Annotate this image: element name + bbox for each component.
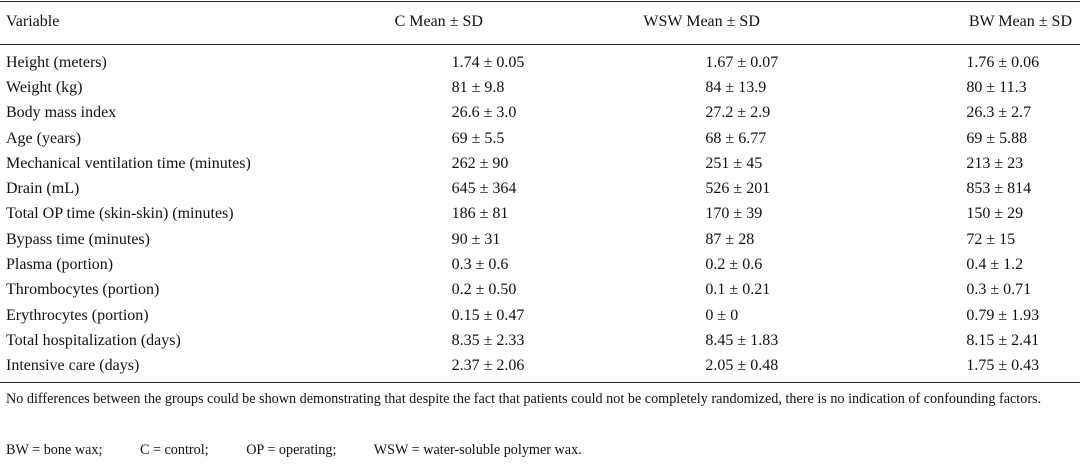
cell-variable: Drain (mL) [6,180,80,198]
abbreviation-list: BW = bone wax; C = control; OP = operati… [6,442,616,459]
cell-wsw: 1.67 ± 0.07 [705,53,779,71]
table-row: Total OP time (skin-skin) (minutes) 186 ±… [0,202,1080,227]
cell-bw: 0.3 ± 0.71 [966,281,1032,299]
table-row: Body mass index 26.6 ± 3.0 27.2 ± 2.9 26.3 … [0,101,1080,126]
table-row: Weight (kg) 81 ± 9.8 84 ± 13.9 80 ± 11.3 [0,75,1080,100]
table-row: Bypass time (minutes) 90 ± 31 87 ± 28 72 ± … [0,227,1080,252]
cell-wsw: 27.2 ± 2.9 [705,104,771,122]
table-row: Erythrocytes (portion) 0.15 ± 0.47 0 ± 0 0.… [0,303,1080,328]
cell-variable: Erythrocytes (portion) [6,306,149,324]
cell-wsw: 84 ± 13.9 [705,78,767,96]
cell-variable: Bypass time (minutes) [6,230,150,248]
cell-wsw: 2.05 ± 0.48 [705,357,779,375]
table-header-rule [0,44,1080,45]
cell-variable: Body mass index [6,104,117,122]
cell-control: 69 ± 5.5 [451,129,505,147]
header-control: C Mean ± SD [394,13,483,30]
cell-wsw: 526 ± 201 [705,180,771,198]
table-row: Drain (mL) 645 ± 364 526 ± 201 853 ± 814 [0,176,1080,201]
cell-control: 645 ± 364 [451,180,517,198]
cell-control: 26.6 ± 3.0 [451,104,517,122]
table-top-rule [0,1,1080,2]
abbreviation-item: OP = operating; [246,442,337,458]
abbreviation-item: BW = bone wax; [6,442,103,458]
table-row: Intensive care (days) 2.37 ± 2.06 2.05 ± 0… [0,354,1080,379]
cell-bw: 150 ± 29 [966,205,1024,223]
cell-variable: Mechanical ventilation time (minutes) [6,154,251,172]
cell-bw: 1.76 ± 0.06 [966,53,1040,71]
cell-variable: Total OP time (skin-skin) (minutes) [6,205,234,223]
table-footnote: No differences between the groups could … [6,391,1042,407]
header-variable: Variable [6,13,60,30]
cell-wsw: 0.1 ± 0.21 [705,281,771,299]
cell-control: 0.3 ± 0.6 [451,256,509,274]
cell-bw: 69 ± 5.88 [966,129,1028,147]
cell-control: 262 ± 90 [451,154,509,172]
cell-control: 8.35 ± 2.33 [451,331,525,349]
table-body: Height (meters) 1.74 ± 0.05 1.67 ± 0.07 1.7… [0,44,1080,379]
cell-control: 0.2 ± 0.50 [451,281,517,299]
cell-wsw: 251 ± 45 [705,154,763,172]
cell-control: 1.74 ± 0.05 [451,53,525,71]
table-bottom-rule [0,382,1080,383]
cell-wsw: 0.2 ± 0.6 [705,256,763,274]
cell-variable: Plasma (portion) [6,256,114,274]
data-table: Variable C Mean ± SD WSW Mean ± SD BW Me… [0,0,1080,379]
cell-control: 0.15 ± 0.47 [451,306,525,324]
cell-wsw: 0 ± 0 [705,306,739,324]
cell-wsw: 8.45 ± 1.83 [705,331,779,349]
table-row: Total hospitalization (days) 8.35 ± 2.33 8… [0,328,1080,353]
abbreviation-item: WSW = water-soluble polymer wax. [373,442,582,458]
cell-control: 90 ± 31 [451,230,501,248]
cell-bw: 1.75 ± 0.43 [966,357,1040,375]
cell-bw: 26.3 ± 2.7 [966,104,1032,122]
cell-variable: Intensive care (days) [6,357,140,375]
cell-bw: 0.4 ± 1.2 [966,256,1024,274]
table-row: Plasma (portion) 0.3 ± 0.6 0.2 ± 0.6 0.4 ± … [0,252,1080,277]
cell-bw: 72 ± 15 [966,230,1016,248]
cell-wsw: 170 ± 39 [705,205,763,223]
cell-bw: 0.79 ± 1.93 [966,306,1040,324]
cell-variable: Weight (kg) [6,78,83,96]
table-header-row: Variable C Mean ± SD WSW Mean ± SD BW Me… [0,0,1080,44]
table-row: Mechanical ventilation time (minutes) 262… [0,151,1080,176]
cell-bw: 853 ± 814 [966,180,1032,198]
table-row: Height (meters) 1.74 ± 0.05 1.67 ± 0.07 1.7… [0,44,1080,75]
abbreviation-item: C = control; [139,442,209,458]
cell-bw: 213 ± 23 [966,154,1024,172]
cell-control: 81 ± 9.8 [451,78,505,96]
cell-variable: Total hospitalization (days) [6,331,181,349]
cell-bw: 80 ± 11.3 [966,78,1027,96]
cell-bw: 8.15 ± 2.41 [966,331,1040,349]
cell-control: 186 ± 81 [451,205,509,223]
cell-wsw: 68 ± 6.77 [705,129,767,147]
header-bw: BW Mean ± SD [968,13,1072,30]
header-wsw: WSW Mean ± SD [643,13,760,30]
cell-wsw: 87 ± 28 [705,230,755,248]
cell-control: 2.37 ± 2.06 [451,357,525,375]
cell-variable: Height (meters) [6,53,107,71]
table-row: Age (years) 69 ± 5.5 68 ± 6.77 69 ± 5.88 [0,126,1080,151]
cell-variable: Thrombocytes (portion) [6,281,160,299]
cell-variable: Age (years) [6,129,82,147]
table-row: Thrombocytes (portion) 0.2 ± 0.50 0.1 ± 0.… [0,278,1080,303]
